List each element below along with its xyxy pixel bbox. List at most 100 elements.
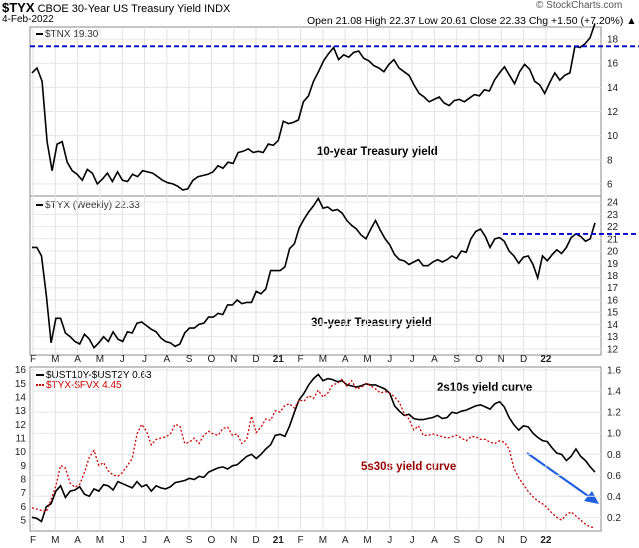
series-line-2-0 — [31, 373, 596, 523]
x-tick-label-0-13: M — [319, 354, 327, 365]
x-tick-label-0-3: M — [96, 354, 104, 365]
y-tick-label-0-2: 10 — [607, 131, 619, 142]
x-tick-label-1-1: M — [51, 535, 59, 546]
y-tick-label-0-5: 16 — [607, 59, 619, 70]
header-date: 4-Feb-2022 — [2, 14, 54, 25]
x-tick-label-0-5: J — [142, 354, 147, 365]
x-tick-label-1-4: J — [120, 535, 125, 546]
y-tick-label-0-1: 8 — [607, 155, 613, 166]
panel-3-title: 2s10s yield curve — [437, 382, 532, 394]
x-tick-label-0-0: F — [30, 354, 36, 365]
x-tick-label-0-17: J — [410, 354, 415, 365]
y-tick-label-0-6: 18 — [607, 35, 619, 46]
x-tick-label-0-22: D — [520, 354, 527, 365]
y-tick-label-1-4: 16 — [607, 295, 619, 306]
x-tick-label-1-5: J — [142, 535, 147, 546]
header-symbol-line: $TYX CBOE 30-Year US Treasury Yield INDX — [2, 0, 230, 15]
y-tick-label-1-0: 12 — [607, 344, 619, 355]
x-tick-label-1-6: A — [163, 535, 170, 546]
y-tick-label-left-2-10: 15 — [15, 379, 27, 390]
y-tick-label-left-2-11: 16 — [15, 365, 27, 376]
header-ohlc: Open 21.08 High 22.37 Low 20.61 Close 22… — [307, 15, 637, 27]
x-tick-label-1-0: F — [30, 535, 36, 546]
panel-2-legend: $TYX (Weekly) 22.33 — [45, 200, 140, 211]
panel-1-title: 10-year Treasury yield — [317, 146, 438, 158]
x-tick-label-1-2: A — [74, 535, 81, 546]
x-tick-label-0-12: F — [298, 354, 304, 365]
x-tick-label-0-21: N — [498, 354, 505, 365]
symbol: $TYX — [2, 0, 35, 15]
y-tick-label-left-2-0: 5 — [20, 516, 26, 527]
y-tick-label-right-2-0: 0.2 — [607, 513, 621, 524]
x-tick-label-0-1: M — [51, 354, 59, 365]
y-tick-label-1-11: 23 — [607, 210, 619, 221]
trend-arrow-head — [584, 491, 599, 504]
y-tick-label-right-2-3: 0.8 — [607, 450, 621, 461]
y-tick-label-left-2-7: 12 — [15, 420, 27, 431]
x-tick-label-1-16: J — [387, 535, 392, 546]
x-tick-label-0-9: N — [230, 354, 237, 365]
y-tick-label-0-3: 12 — [607, 107, 619, 118]
y-tick-label-left-2-5: 10 — [15, 447, 27, 458]
symbol-name: CBOE 30-Year US Treasury Yield INDX — [37, 3, 231, 15]
x-tick-label-1-8: O — [208, 535, 216, 546]
y-tick-label-left-2-3: 8 — [20, 475, 26, 486]
x-tick-label-0-7: S — [186, 354, 193, 365]
y-tick-label-right-2-5: 1.2 — [607, 408, 621, 419]
x-tick-label-1-11: 21 — [273, 535, 285, 546]
y-tick-label-left-2-9: 14 — [15, 393, 27, 404]
panel-3-legend-1: $UST10Y-$UST2Y 0.63 — [46, 370, 152, 381]
x-tick-label-0-18: A — [431, 354, 438, 365]
x-tick-label-1-7: S — [186, 535, 193, 546]
x-tick-label-0-10: D — [252, 354, 259, 365]
x-tick-label-0-11: 21 — [273, 354, 285, 365]
panel-3-legend-2: $TYX-$FVX 4.45 — [46, 380, 122, 391]
series-line-0 — [31, 23, 596, 191]
y-tick-label-right-2-1: 0.4 — [607, 492, 621, 503]
y-tick-label-right-2-7: 1.6 — [607, 366, 621, 377]
y-tick-label-1-6: 18 — [607, 271, 619, 282]
x-tick-label-1-12: F — [298, 535, 304, 546]
x-tick-label-0-2: A — [74, 354, 81, 365]
x-tick-label-0-23: 22 — [540, 354, 552, 365]
y-tick-label-left-2-2: 7 — [20, 488, 26, 499]
x-tick-label-1-20: O — [475, 535, 483, 546]
x-tick-label-0-20: O — [475, 354, 483, 365]
y-tick-label-1-8: 20 — [607, 247, 619, 258]
x-tick-label-0-15: M — [363, 354, 371, 365]
series-line-2-1 — [31, 378, 596, 529]
x-tick-label-1-22: D — [520, 535, 527, 546]
y-tick-label-left-2-4: 9 — [20, 461, 26, 472]
y-tick-label-right-2-4: 1.0 — [607, 429, 621, 440]
header-brand: © StockCharts.com — [536, 0, 623, 11]
y-tick-label-left-2-6: 11 — [16, 434, 27, 445]
y-tick-label-left-2-1: 6 — [20, 502, 26, 513]
series-line-1 — [32, 196, 596, 350]
panel-3: $UST10Y-$UST2Y 0.63 $TYX-$FVX 4.45 2s10s… — [29, 366, 602, 532]
x-tick-label-1-18: A — [431, 535, 438, 546]
panel-1-legend: $TNX 19.30 — [45, 29, 99, 40]
y-tick-label-1-9: 21 — [607, 234, 619, 245]
y-tick-label-1-7: 19 — [607, 259, 619, 270]
x-tick-label-1-13: M — [319, 535, 327, 546]
x-tick-label-1-10: D — [252, 535, 259, 546]
y-tick-label-0-0: 6 — [607, 179, 613, 190]
y-tick-label-1-10: 22 — [607, 222, 619, 233]
y-tick-label-1-12: 24 — [607, 198, 619, 209]
x-tick-label-1-19: S — [453, 535, 460, 546]
panel-2-title: 30-year Treasury yield — [311, 317, 432, 329]
panel-3-subtitle: 5s30s yield curve — [361, 461, 456, 473]
x-tick-label-0-16: J — [387, 354, 392, 365]
x-tick-label-0-8: O — [208, 354, 216, 365]
x-tick-label-1-9: N — [230, 535, 237, 546]
x-tick-label-1-15: M — [363, 535, 371, 546]
x-tick-label-0-14: A — [342, 354, 349, 365]
y-tick-label-1-2: 14 — [607, 320, 619, 331]
x-tick-label-1-23: 22 — [540, 535, 552, 546]
y-tick-label-left-2-8: 13 — [15, 406, 27, 417]
y-tick-label-0-4: 14 — [607, 83, 619, 94]
x-tick-label-1-17: J — [410, 535, 415, 546]
y-tick-label-1-3: 15 — [607, 308, 619, 319]
x-tick-label-1-14: A — [342, 535, 349, 546]
